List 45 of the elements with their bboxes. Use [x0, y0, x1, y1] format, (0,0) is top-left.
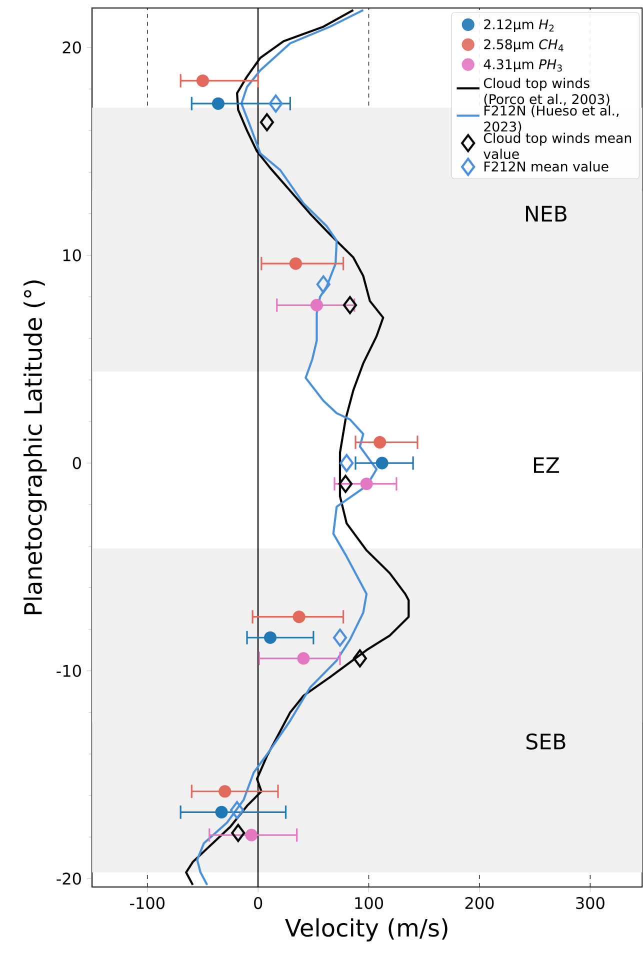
point — [268, 94, 283, 113]
legend-label: F212N mean value — [484, 161, 608, 172]
point — [374, 436, 386, 449]
point — [215, 806, 228, 818]
legend-label: Cloud top winds (Porco et al., 2003) — [484, 78, 610, 106]
y-tick-label: 20 — [62, 41, 82, 54]
point — [292, 610, 306, 624]
point — [264, 631, 277, 644]
point — [343, 296, 358, 314]
y-tick-label: -20 — [56, 872, 82, 885]
legend-label: 2.58µm CH$_{4}$ — [484, 39, 564, 52]
point — [297, 652, 310, 665]
y-axis-title: Planetocgraphic Latitude (°) — [24, 280, 47, 614]
point — [212, 97, 225, 110]
band-label: EZ — [534, 457, 560, 473]
point — [352, 649, 368, 668]
point — [231, 824, 246, 842]
point — [260, 113, 274, 132]
x-tick-label: 300 — [576, 897, 605, 910]
point — [230, 801, 244, 820]
point — [376, 456, 388, 470]
y-tick-label: 0 — [73, 457, 82, 470]
x-axis-title: Velocity (m/s) — [285, 918, 448, 942]
point — [245, 828, 258, 842]
x-tick-label: 100 — [355, 897, 384, 910]
point — [290, 257, 302, 270]
x-tick-label: 200 — [466, 897, 494, 910]
legend-label: Cloud top winds mean value — [484, 132, 632, 160]
point — [310, 298, 324, 312]
band-label: NEB — [526, 206, 567, 222]
point — [218, 785, 232, 798]
point — [333, 628, 348, 647]
legend-label: F212N (Hueso et al., 2023) — [484, 105, 619, 134]
point — [340, 454, 354, 472]
y-tick-label: -10 — [56, 664, 82, 677]
point — [338, 474, 353, 493]
legend-label: 2.12µm H$_{2}$ — [484, 19, 554, 32]
y-tick-label: 10 — [64, 249, 82, 262]
band-label: SEB — [526, 733, 566, 750]
point — [196, 74, 210, 87]
x-tick-label: -100 — [130, 897, 165, 910]
legend-label: 4.31µm PH$_{3}$ — [484, 59, 562, 72]
point — [360, 478, 373, 490]
point — [316, 275, 331, 294]
x-tick-label: 0 — [254, 897, 262, 910]
